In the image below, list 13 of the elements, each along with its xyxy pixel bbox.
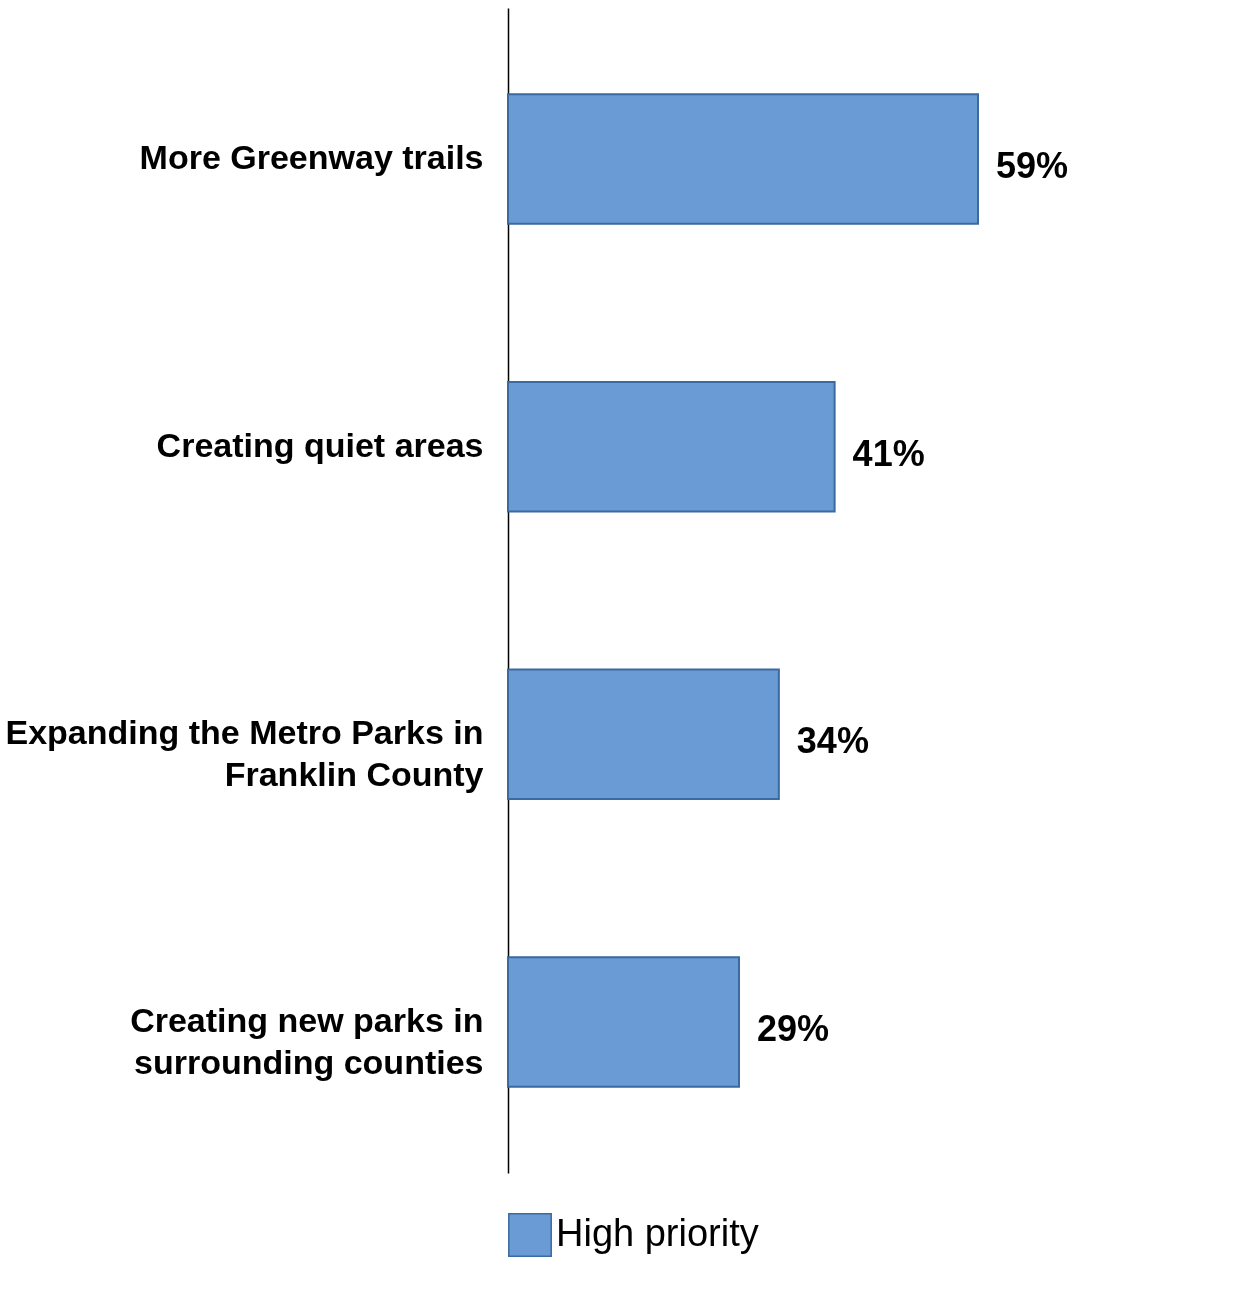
legend-label: High priority <box>556 1212 759 1254</box>
bar <box>507 956 741 1088</box>
data-label: 41% <box>852 432 925 474</box>
y-tick-label: Expanding the Metro Parks in Franklin County <box>5 713 484 794</box>
bar <box>507 668 780 801</box>
y-tick-label: Creating quiet areas <box>156 425 484 464</box>
y-tick-label: More Greenway trails <box>139 138 484 177</box>
bar <box>507 380 836 513</box>
data-label: 34% <box>796 720 869 762</box>
data-label: 59% <box>996 145 1069 187</box>
data-label: 29% <box>757 1007 830 1049</box>
bar <box>507 93 979 225</box>
y-tick-label: Creating new parks in surrounding counties <box>130 1000 484 1081</box>
